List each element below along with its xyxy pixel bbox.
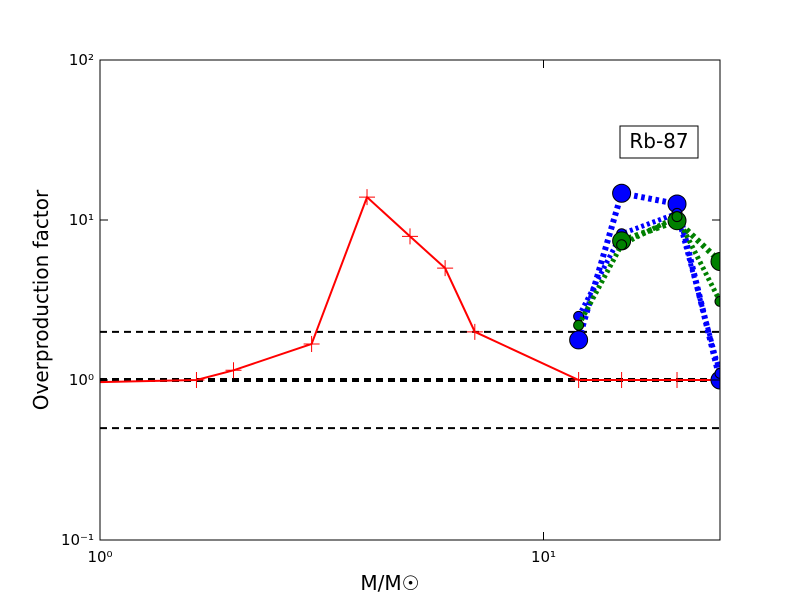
series-line <box>575 189 720 381</box>
marker <box>710 252 720 272</box>
series-line <box>576 213 720 327</box>
marker <box>613 372 630 388</box>
marker <box>612 183 632 203</box>
y-tick-label: 10⁰ <box>69 371 94 389</box>
marker <box>225 362 242 379</box>
marker <box>303 335 320 352</box>
axes-frame <box>99 59 721 541</box>
y-tick-label: 10¹ <box>69 211 94 229</box>
y-tick-label: 10⁻¹ <box>61 531 94 549</box>
series-line <box>100 195 720 384</box>
plot-area <box>100 183 720 430</box>
marker <box>359 189 376 206</box>
marker <box>437 260 454 277</box>
marker <box>573 319 585 331</box>
marker <box>714 367 720 379</box>
y-tick-label: 10² <box>69 51 94 69</box>
marker <box>669 372 686 388</box>
x-axis-label: M/M☉ <box>360 571 419 595</box>
marker <box>616 239 628 251</box>
marker <box>569 330 589 350</box>
marker <box>402 228 418 245</box>
x-tick-label: 10⁰ <box>87 548 112 566</box>
marker <box>466 323 483 340</box>
annotation-box <box>619 125 699 159</box>
marker <box>714 295 720 307</box>
series-line <box>576 210 720 375</box>
annotation: Rb-87 <box>629 129 688 153</box>
marker <box>188 372 205 388</box>
y-axis-label: Overproduction factor <box>29 189 53 410</box>
marker <box>671 211 683 223</box>
marker <box>100 374 108 391</box>
x-tick-label: 10¹ <box>531 548 556 566</box>
marker <box>570 372 587 388</box>
